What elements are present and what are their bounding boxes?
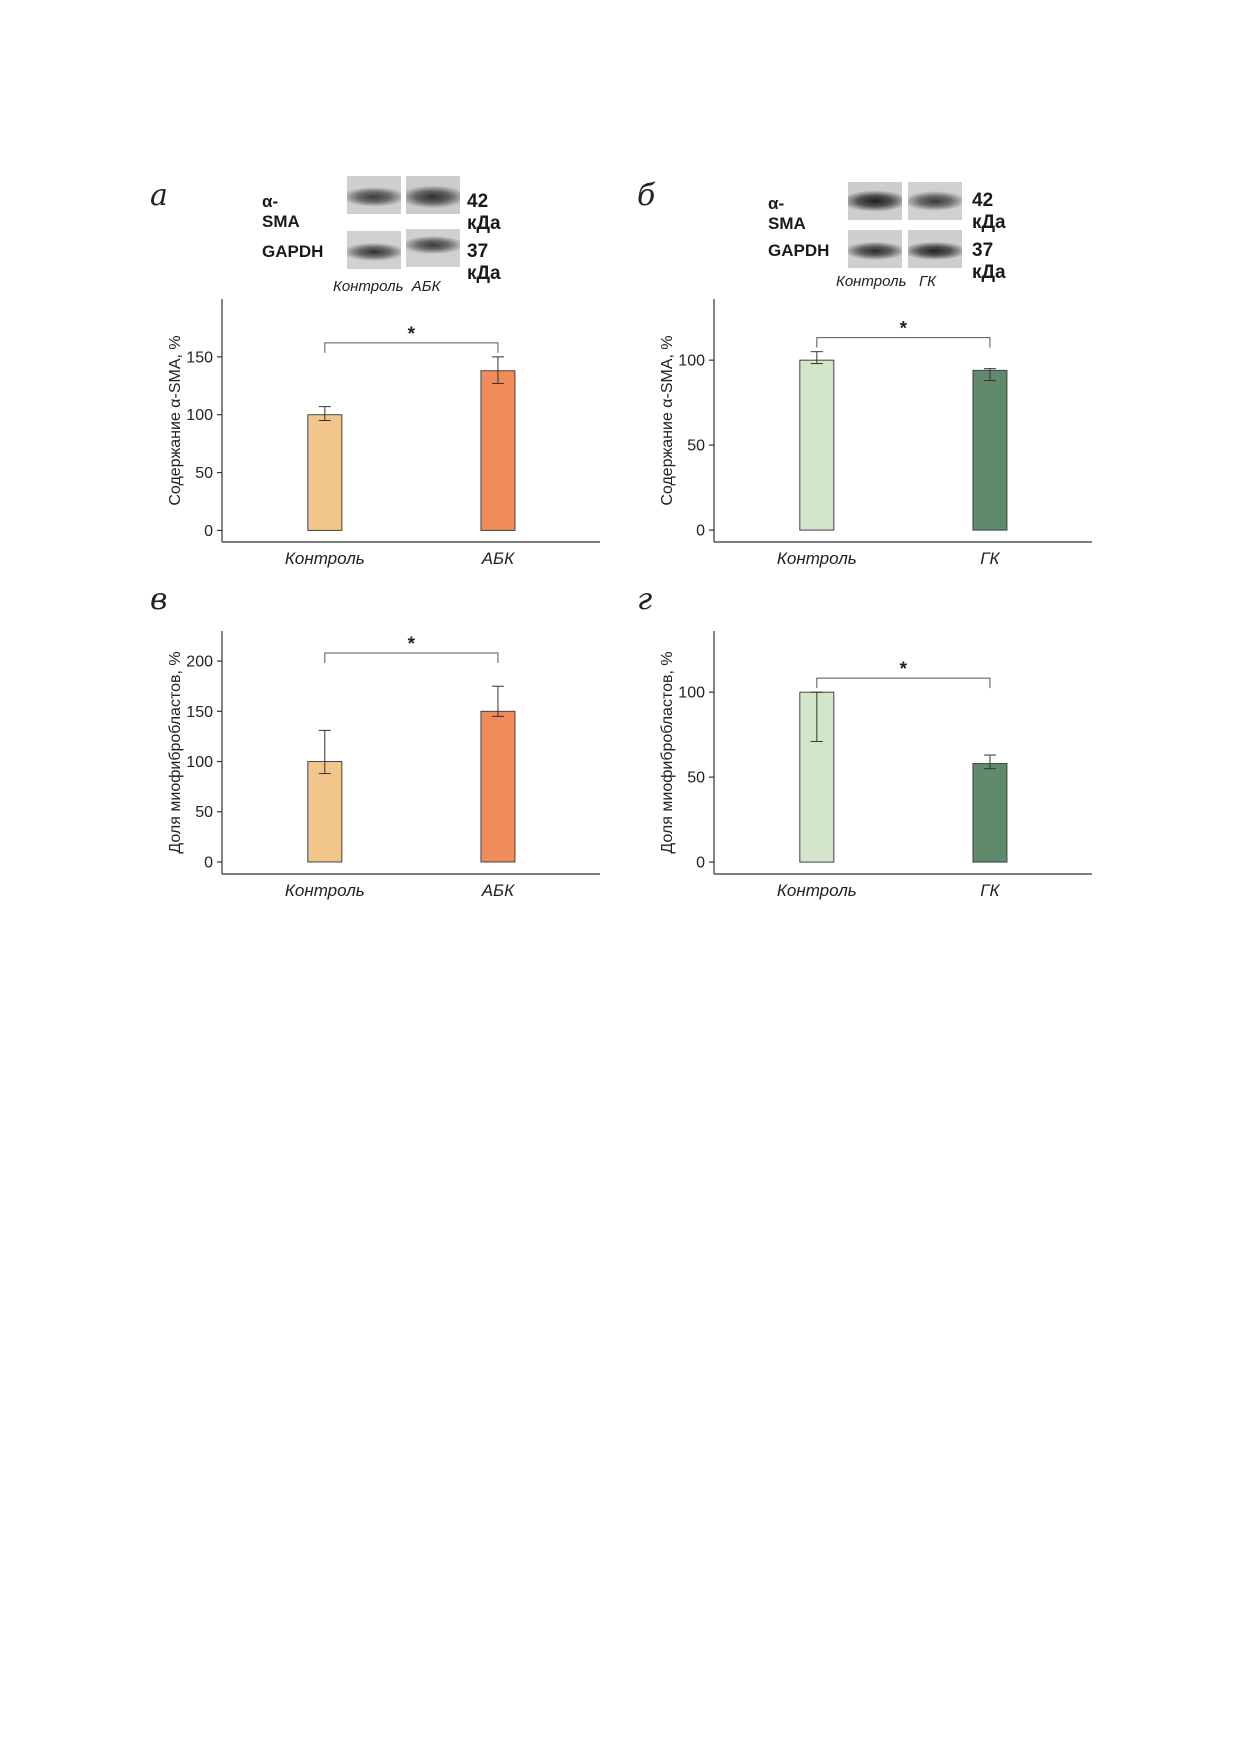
x-tick-label: ГК: [980, 881, 1000, 900]
panel-letter-b: б: [637, 178, 656, 213]
bar-treated: [480, 370, 516, 531]
significance-marker: *: [900, 319, 908, 340]
blot-loading-label: GAPDH: [768, 241, 830, 260]
x-tick-label: Контроль: [777, 881, 857, 900]
bar-treated: [480, 710, 516, 863]
y-tick-label: 100: [186, 407, 213, 424]
y-axis-label: Содержание α-SMA, %: [659, 335, 676, 505]
blot-band-treated-loading: [406, 229, 460, 267]
significance-bracket: [816, 677, 991, 689]
bar-control: [799, 359, 835, 531]
blot-band-control-protein: [347, 176, 401, 214]
x-tick-label: Контроль: [285, 881, 365, 900]
bar-control: [307, 761, 343, 863]
panel-letter-a: а: [150, 178, 168, 213]
y-tick-label: 150: [186, 704, 213, 721]
y-tick-label: 100: [678, 685, 705, 702]
bar-chart-a: Содержание α-SMA, % 0 50 100 150 Контроль АБК *: [167, 299, 600, 568]
bar-treated: [972, 369, 1008, 531]
x-tick-label: АБК: [481, 881, 515, 900]
blot-protein-label: α-SMA: [262, 192, 300, 231]
x-tick-label: Контроль: [285, 549, 365, 568]
significance-marker: *: [408, 324, 416, 345]
bar-chart-c: Доля миофибробластов, % 0 50 100 150 200 Контр…: [167, 631, 600, 900]
blot-band-control-protein: [848, 182, 902, 220]
blot-caption: Контроль АБК: [333, 278, 441, 295]
y-tick-label: 0: [204, 854, 213, 871]
blot-loading-label: GAPDH: [262, 242, 324, 261]
significance-bracket: [324, 342, 499, 353]
y-tick-label: 0: [204, 523, 213, 540]
blot-band-control-loading: [848, 230, 902, 268]
blot-protein-mw: 42 кДа: [972, 190, 1006, 233]
significance-marker: *: [900, 659, 908, 680]
blot-band-control-loading: [347, 231, 401, 269]
y-tick-label: 100: [678, 353, 705, 370]
x-tick-label: Контроль: [777, 549, 857, 568]
significance-marker: *: [408, 634, 416, 655]
y-tick-label: 100: [186, 754, 213, 771]
y-tick-label: 50: [195, 804, 213, 821]
significance-bracket: [324, 652, 499, 663]
x-tick-label: ГК: [980, 549, 1000, 568]
y-tick-label: 150: [186, 349, 213, 366]
blot-caption: Контроль ГК: [836, 273, 936, 290]
blot-band-treated-protein: [406, 176, 460, 214]
blot-loading-mw: 37 кДа: [467, 241, 501, 284]
blot-protein-label: α-SMA: [768, 194, 806, 233]
bar-control: [307, 414, 343, 531]
blot-band-treated-protein: [908, 182, 962, 220]
significance-bracket: [816, 337, 991, 348]
y-axis-label: Доля миофибробластов, %: [659, 651, 676, 853]
bar-chart-b: Содержание α-SMA, % 0 50 100 Контроль ГК *: [659, 299, 1092, 568]
y-tick-label: 50: [687, 770, 705, 787]
panel-letter-d: г: [637, 582, 653, 617]
x-tick-label: АБК: [481, 549, 515, 568]
blot-loading-mw: 37 кДа: [972, 240, 1006, 283]
y-tick-label: 50: [195, 465, 213, 482]
y-axis-label: Содержание α-SMA, %: [167, 335, 184, 505]
blot-band-treated-loading: [908, 230, 962, 268]
panel-letter-c: в: [150, 582, 168, 617]
y-axis-label: Доля миофибробластов, %: [167, 651, 184, 853]
blot-protein-mw: 42 кДа: [467, 191, 501, 234]
bar-treated: [972, 763, 1008, 863]
y-tick-label: 50: [687, 438, 705, 455]
y-tick-label: 0: [696, 855, 705, 872]
y-tick-label: 200: [186, 654, 213, 671]
y-tick-label: 0: [696, 523, 705, 540]
bar-chart-d: Доля миофибробластов, % 0 50 100 Контроль ГК *: [659, 631, 1092, 900]
